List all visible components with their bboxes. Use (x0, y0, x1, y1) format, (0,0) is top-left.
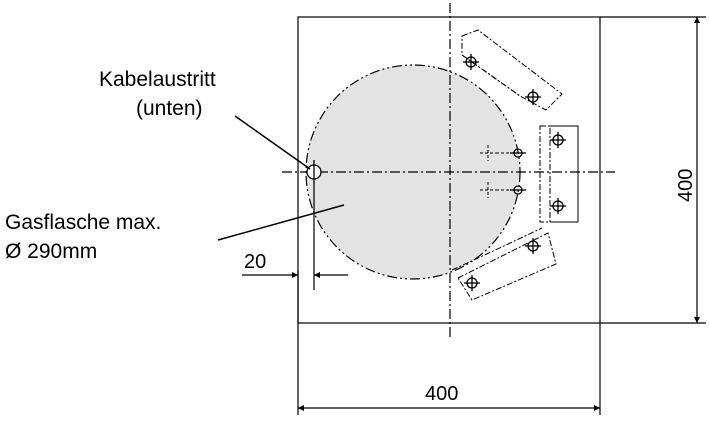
bottle-bracket-bottom (451, 227, 557, 301)
width-dimension-label: 400 (425, 383, 458, 405)
hole-7 (510, 148, 526, 158)
hole-4 (550, 198, 566, 214)
bottle-bracket-top (461, 29, 563, 111)
offset-dimension (242, 184, 348, 323)
hole-3 (550, 132, 566, 148)
bottle-bracket-middle (539, 125, 579, 223)
hole-1 (463, 54, 479, 70)
cable-exit-label-line1: Kabelaustritt (99, 68, 216, 91)
hole-2 (525, 89, 541, 105)
cable-exit-leader (234, 115, 311, 170)
cable-exit-label-line2: (unten) (136, 97, 203, 120)
height-dimension (600, 16, 706, 324)
height-dimension-label: 400 (675, 169, 697, 202)
width-dimension (297, 323, 601, 415)
offset-dimension-label: 20 (244, 251, 266, 273)
hole-8 (510, 185, 526, 195)
hole-5 (525, 238, 541, 254)
gas-bottle-label-line2: Ø 290mm (5, 240, 97, 263)
gas-bottle-leader (217, 204, 345, 241)
base-plate-outline (297, 16, 601, 324)
hole-6 (464, 275, 480, 291)
gas-bottle-label-line1: Gasflasche max. (5, 211, 161, 234)
inner-marks (480, 145, 510, 198)
mounting-holes (463, 54, 566, 291)
cable-exit-hole (306, 160, 322, 184)
